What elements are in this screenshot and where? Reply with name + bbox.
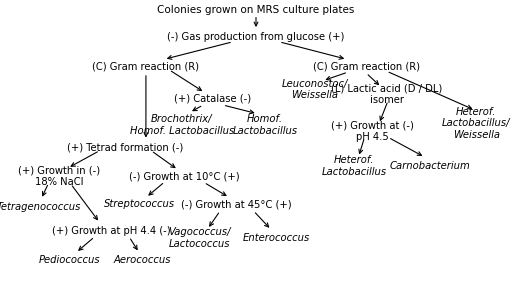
Text: (-) Growth at 45°C (+): (-) Growth at 45°C (+) <box>181 199 292 209</box>
Text: (+) Growth in (-)
18% NaCl: (+) Growth in (-) 18% NaCl <box>18 166 100 187</box>
Text: (+) Tetrad formation (-): (+) Tetrad formation (-) <box>67 142 184 152</box>
Text: Leuconostoc/
Weissella: Leuconostoc/ Weissella <box>282 79 348 101</box>
Text: (-) Growth at 10°C (+): (-) Growth at 10°C (+) <box>129 171 240 181</box>
Text: Carnobacterium: Carnobacterium <box>390 161 471 171</box>
Text: Homof.
Lactobacillus: Homof. Lactobacillus <box>232 114 298 136</box>
Text: (+) Growth at pH 4.4 (-): (+) Growth at pH 4.4 (-) <box>52 226 171 236</box>
Text: Colonies grown on MRS culture plates: Colonies grown on MRS culture plates <box>157 5 355 15</box>
Text: (L) Lactic acid (D / DL)
isomer: (L) Lactic acid (D / DL) isomer <box>331 83 442 105</box>
Text: Enterococcus: Enterococcus <box>243 233 310 243</box>
Text: Pediococcus: Pediococcus <box>38 255 100 265</box>
Text: (C) Gram reaction (R): (C) Gram reaction (R) <box>313 61 419 71</box>
Text: (-) Gas production from glucose (+): (-) Gas production from glucose (+) <box>167 32 345 42</box>
Text: Aerococcus: Aerococcus <box>114 255 171 265</box>
Text: (C) Gram reaction (R): (C) Gram reaction (R) <box>93 61 199 71</box>
Text: Streptococcus: Streptococcus <box>104 199 175 209</box>
Text: Vagococcus/
Lactococcus: Vagococcus/ Lactococcus <box>168 227 231 249</box>
Text: Heterof.
Lactobacillus/
Weissella: Heterof. Lactobacillus/ Weissella <box>442 107 510 140</box>
Text: (+) Growth at (-)
pH 4.5: (+) Growth at (-) pH 4.5 <box>331 120 414 142</box>
Text: Heterof.
Lactobacillus: Heterof. Lactobacillus <box>322 155 387 177</box>
Text: Tetragenococcus: Tetragenococcus <box>0 202 80 212</box>
Text: (+) Catalase (-): (+) Catalase (-) <box>174 93 251 103</box>
Text: Brochothrix/
Homof. Lactobacillus: Brochothrix/ Homof. Lactobacillus <box>130 114 234 136</box>
